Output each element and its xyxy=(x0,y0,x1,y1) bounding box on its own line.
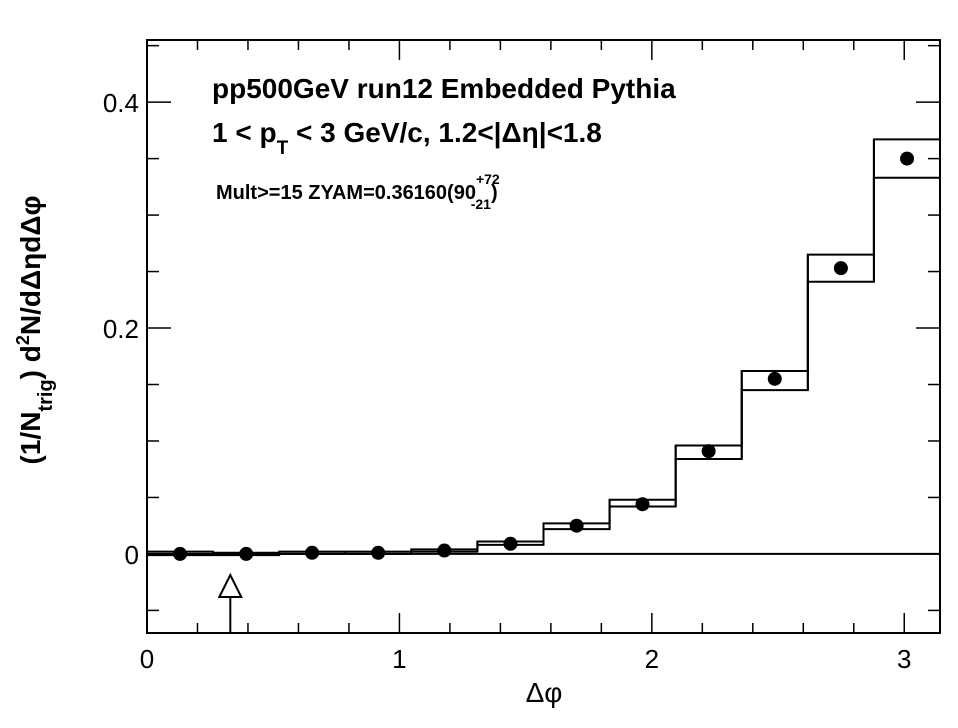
data-point xyxy=(173,546,188,561)
ylabel-sup: 2 xyxy=(13,335,33,345)
y-tick-labels: 0 0.2 0.4 xyxy=(103,88,139,570)
data-point xyxy=(371,545,386,560)
y-axis-label: (1/Ntrig) d2N/dΔηdΔφ xyxy=(13,196,57,465)
y-tick-label: 0.2 xyxy=(103,314,139,344)
annotation-sub: -21 xyxy=(471,196,491,212)
zyam-arrow-head xyxy=(217,572,243,598)
subtitle-sub: T xyxy=(277,138,289,159)
data-points xyxy=(173,151,915,561)
x-axis-label: Δφ xyxy=(526,677,563,708)
annotation-sup: +72 xyxy=(476,171,500,187)
ylabel-part2: ) d xyxy=(15,345,46,379)
ylabel-part3: N/dΔηdΔφ xyxy=(15,196,46,336)
data-point xyxy=(437,543,452,558)
x-tick-label: 3 xyxy=(897,644,911,674)
subtitle-part2: < 3 GeV/c, 1.2<|Δη|<1.8 xyxy=(288,117,602,148)
y-tick-label: 0 xyxy=(125,540,139,570)
chart-title: pp500GeV run12 Embedded Pythia xyxy=(212,73,676,104)
x-tick-label: 2 xyxy=(645,644,659,674)
ylabel-part1: (1/N xyxy=(15,412,46,465)
annotation-text: Mult>=15 ZYAM=0.36160(90 xyxy=(216,182,476,204)
y-tick-label: 0.4 xyxy=(103,88,139,118)
zyam-annotation: Mult>=15 ZYAM=0.36160(90+72 -21) xyxy=(216,171,500,212)
plot-frame xyxy=(146,39,941,634)
data-point xyxy=(767,371,782,386)
data-point xyxy=(569,518,584,533)
ylabel-sub: trig xyxy=(35,379,57,411)
subtitle-part1: 1 < p xyxy=(212,117,277,148)
data-point xyxy=(305,545,320,560)
data-point xyxy=(503,536,518,551)
x-tick-label: 1 xyxy=(392,644,406,674)
x-tick-label: 0 xyxy=(140,644,154,674)
data-point xyxy=(900,151,915,166)
annotation-close: ) xyxy=(491,182,498,204)
data-point xyxy=(701,444,716,459)
x-tick-labels: 0 1 2 3 xyxy=(140,644,912,674)
zyam-arrow xyxy=(217,572,243,633)
chart-subtitle: 1 < pT < 3 GeV/c, 1.2<|Δη|<1.8 xyxy=(212,117,602,159)
data-point xyxy=(635,497,650,512)
data-point xyxy=(239,546,254,561)
data-point xyxy=(833,261,848,276)
